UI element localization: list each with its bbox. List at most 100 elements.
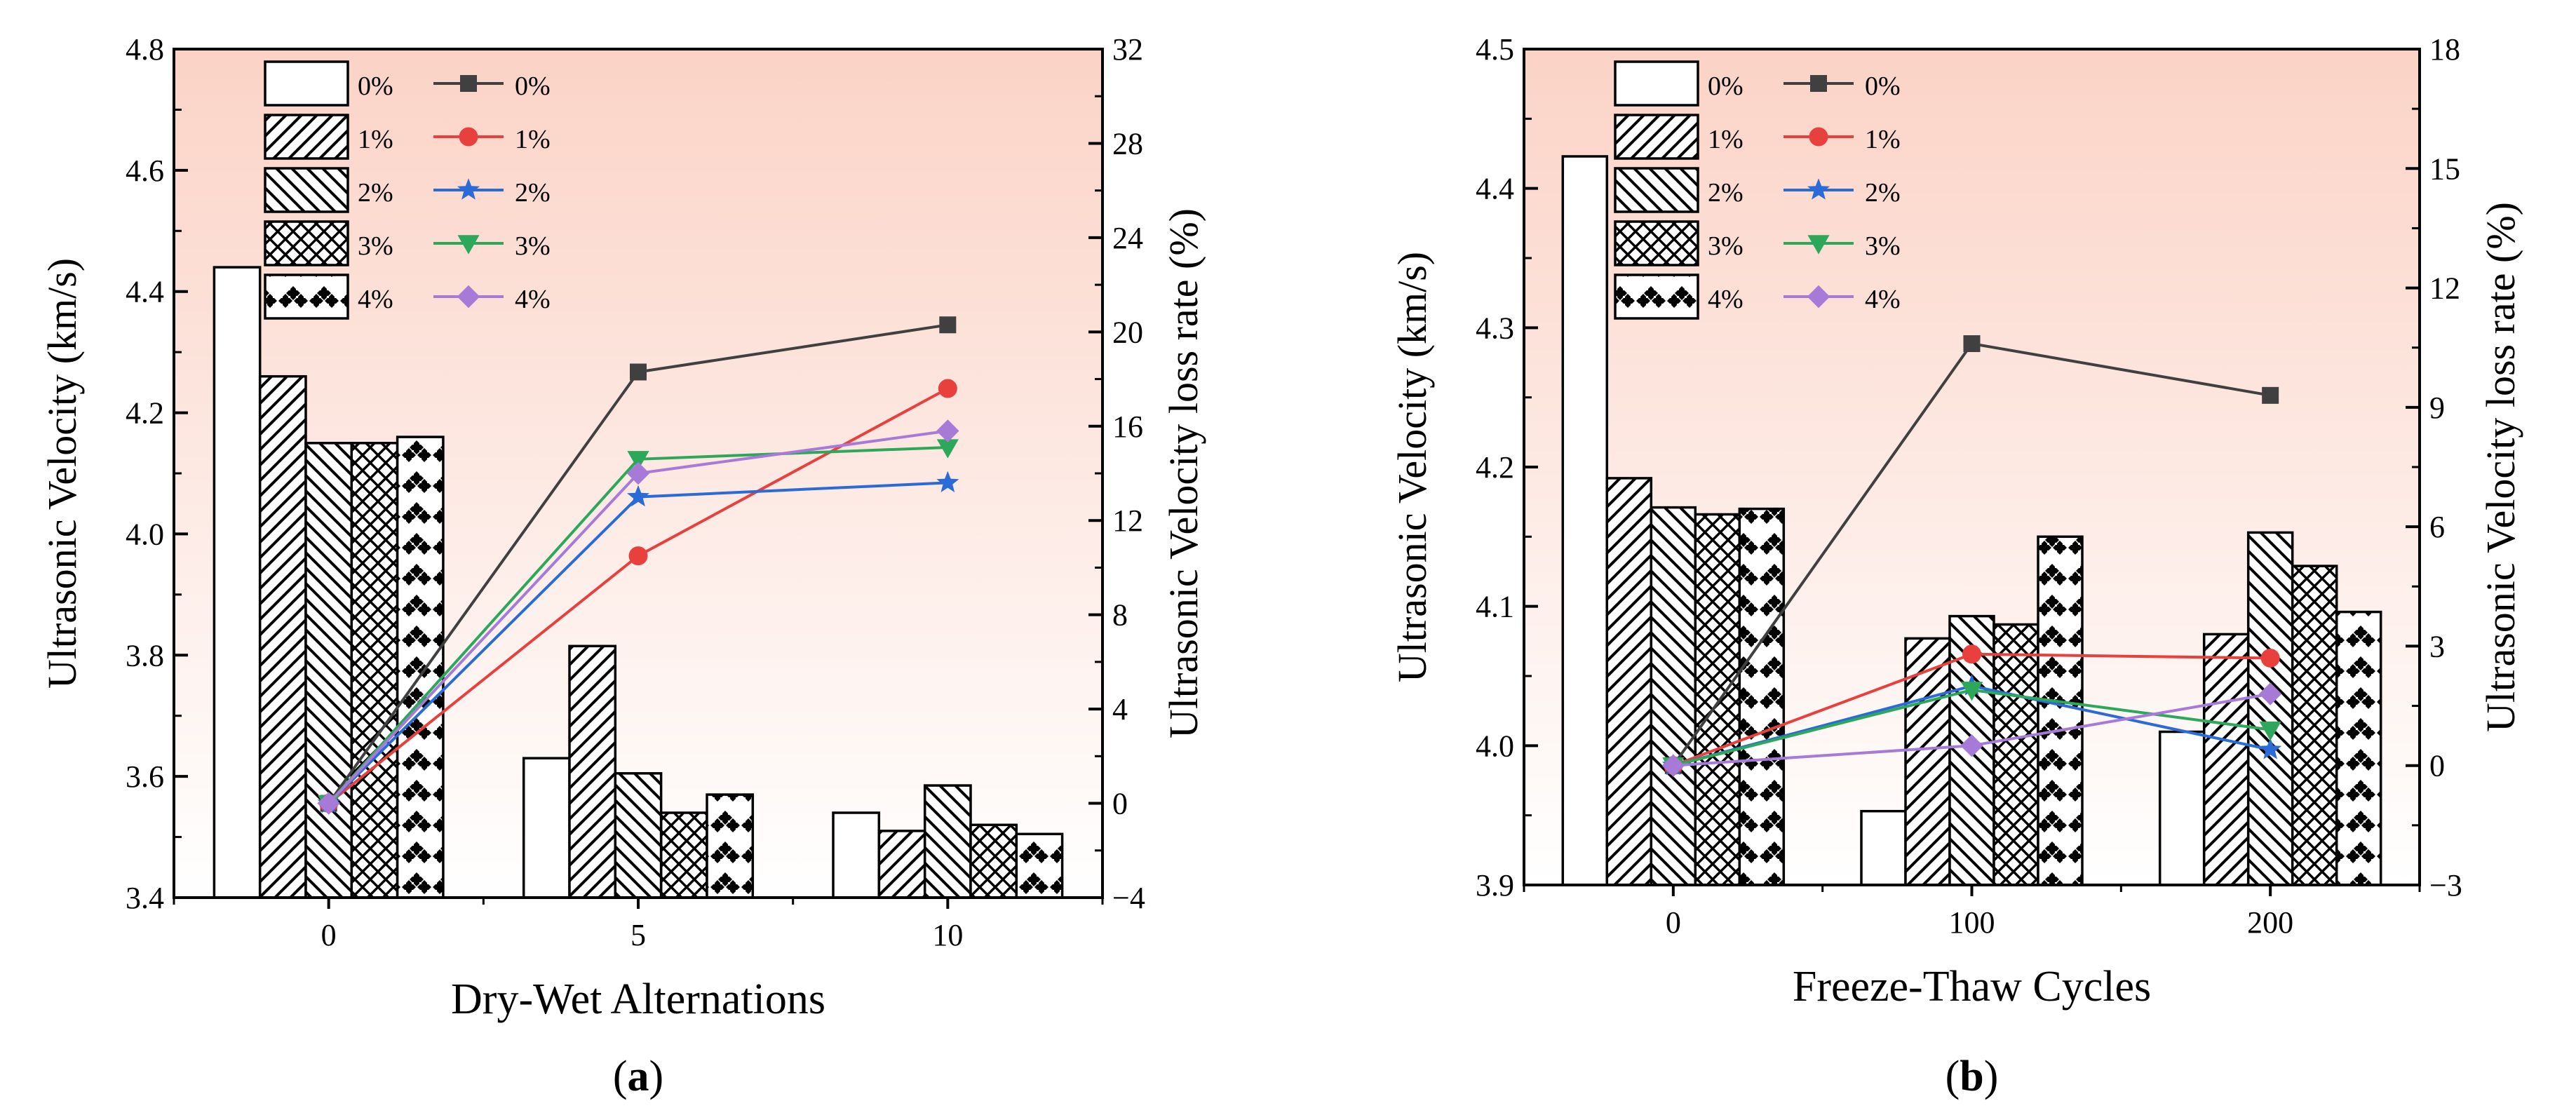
y2-tick-label: 0 [1112,787,1128,821]
marker-3pct-5 [627,451,649,471]
bar-0pct-10 [832,811,881,899]
y2-tick-label: 32 [1112,32,1143,67]
x-tick-label: 200 [2247,905,2293,940]
legend-bar-swatch [1614,273,1699,320]
x-axis-title: Dry-Wet Alternations [451,975,825,1023]
legend-line-marker [460,75,477,92]
legend-line-marker [459,127,478,147]
panel-b: 3.9 4.0 4.1 4.2 4.3 4.4 4.5 −3 0 3 6 9 12 15 18 0 100 200… [1389,32,2523,1100]
marker-1pct-100 [1962,644,1981,664]
legend-line-marker [457,235,480,255]
bar-1pct-10 [877,830,926,899]
legend-bar-label: 1% [1708,125,1744,154]
legend-line-label: 3% [515,231,551,261]
panel-label: (a) [613,1053,663,1100]
y-tick-label: 4.3 [1476,311,1514,345]
y2-tick-label: 24 [1112,221,1143,255]
marker-1pct-200 [2260,648,2280,668]
marker-3pct-10 [936,439,959,459]
y2-tick-label: 8 [1112,598,1128,633]
panel-a: 3.4 3.6 3.8 4.0 4.2 4.4 4.6 4.8 −4 0 4 8 12 16 20 24 28 3… [39,32,1206,1100]
marker-1pct-5 [628,546,648,566]
legend-bar-label: 0% [1708,72,1744,101]
marker-4pct-10 [936,419,959,442]
y-tick-label: 4.8 [126,32,164,67]
marker-1pct-10 [938,379,957,398]
marker-3pct-100 [1960,682,1983,701]
legend-bar-label: 0% [358,72,393,101]
legend-bar-swatch [1614,167,1699,213]
y-axis-title: Ultrasonic Velocity (km/s) [39,258,85,689]
x-tick-label: 0 [321,918,337,952]
legend-bar-swatch [264,114,349,160]
marker-4pct-200 [2258,682,2282,705]
y2-tick-label: 28 [1112,126,1143,161]
bar-4pct-10 [1015,832,1064,899]
legend-line-label: 2% [515,178,551,208]
y-tick-label: 4.4 [1476,172,1514,206]
marker-4pct-0 [1661,754,1685,777]
y2-tick-label: 6 [2429,510,2445,544]
legend-bar-label: 1% [358,125,393,154]
legend-bar-label: 3% [1708,231,1744,261]
legend-bar-swatch [1614,60,1699,107]
legend-bar-swatch [264,167,349,213]
marker-0pct-10 [939,316,957,334]
y-tick-label: 4.4 [126,275,164,309]
marker-4pct-100 [1960,734,1983,757]
bar-0pct-5 [522,757,571,899]
legend-line-marker [1807,235,1830,255]
bar-0pct-0 [1561,155,1609,886]
x-tick-label: 10 [932,918,963,952]
y2-tick-label: 0 [2429,749,2445,783]
legend-bar-label: 3% [358,231,393,261]
y2-tick-label: 9 [2429,391,2445,425]
legend-bar-swatch [264,220,349,266]
y2-tick-label: −3 [2429,868,2462,903]
legend-bar-label: 4% [358,285,393,314]
bar-0pct-200 [2158,730,2206,886]
marker-4pct-5 [626,461,650,485]
y-tick-label: 4.1 [1476,590,1514,624]
bar-1pct-200 [2202,633,2250,886]
x-tick-label: 100 [1949,905,1995,940]
legend-line-label: 1% [515,125,551,154]
legend-line-label: 3% [1865,231,1901,261]
marker-0pct-100 [1963,335,1981,353]
legend-line-marker [1809,127,1828,147]
bar-2pct-200 [2246,531,2294,886]
y-tick-label: 4.0 [1476,729,1514,763]
legend-line-marker [1807,285,1830,309]
bar-4pct-200 [2335,610,2382,886]
legend-bar-label: 2% [358,178,393,208]
marker-3pct-200 [2259,721,2281,741]
bar-1pct-0 [1605,477,1653,886]
y2-tick-label: 15 [2429,151,2460,186]
bar-3pct-10 [969,823,1018,899]
legend-bar-swatch [264,273,349,320]
y-tick-label: 4.2 [1476,450,1514,485]
bar-2pct-0 [1650,506,1697,886]
bar-0pct-100 [1860,809,1907,886]
legend-line-label: 1% [1865,125,1901,154]
legend-line-label: 2% [1865,178,1901,208]
y2-tick-label: 20 [1112,315,1143,349]
bar-1pct-5 [568,644,617,899]
y-tick-label: 4.6 [126,154,164,188]
y-tick-label: 3.9 [1476,868,1514,903]
bar-4pct-5 [706,793,755,899]
y2-tick-label: 16 [1112,410,1143,444]
legend-line-marker [457,285,480,309]
y-tick-label: 3.8 [126,638,164,673]
legend-bar-label: 4% [1708,285,1744,314]
legend-bar-swatch [264,60,349,107]
marker-0pct-5 [630,363,647,381]
y2-axis-title: Ultrasonic Velocity loss rate (%) [2478,202,2523,732]
bar-3pct-5 [659,811,708,899]
legend-line-label: 4% [515,285,551,314]
x-tick-label: 0 [1666,905,1681,940]
marker-2pct-200 [2259,738,2282,759]
legend-line-label: 0% [515,72,551,101]
y2-tick-label: 3 [2429,629,2445,663]
